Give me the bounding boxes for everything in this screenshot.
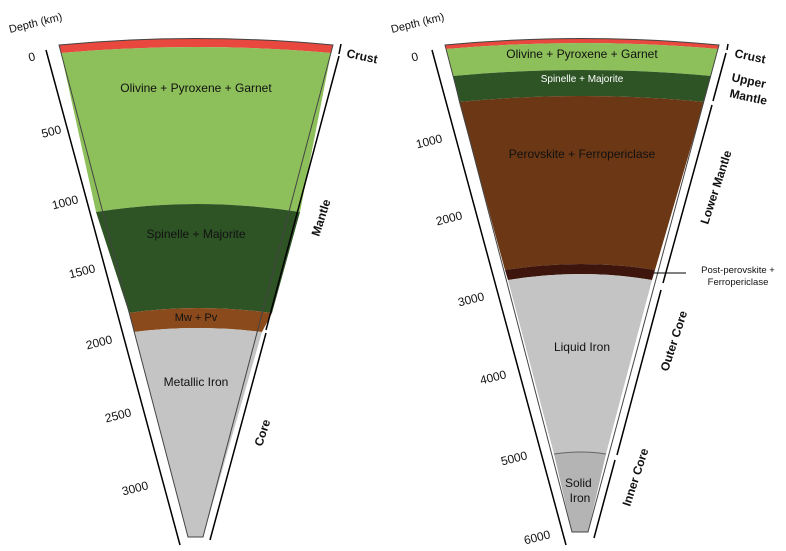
right-depth-axis xyxy=(431,49,567,546)
left-zone-mantle: Mantle xyxy=(309,197,334,238)
right-zone-lower-mantle: Lower Mantle xyxy=(698,148,735,226)
right-zone-bracket-crust xyxy=(726,43,729,51)
right-tick-4000: 4000 xyxy=(478,367,508,387)
left-tick-0: 0 xyxy=(27,49,37,64)
left-zone-crust: Crust xyxy=(345,46,379,66)
right-wedge: Olivine + Pyroxene + Garnet Spinelle + M… xyxy=(390,11,775,547)
left-label-olivine: Olivine + Pyroxene + Garnet xyxy=(120,81,272,95)
right-layer-crust xyxy=(445,38,719,49)
right-label-outer-core: Liquid Iron xyxy=(554,340,610,354)
left-label-core: Metallic Iron xyxy=(164,375,229,389)
right-label-inner-core-word1: Solid xyxy=(565,476,592,490)
left-layer-olivine xyxy=(61,47,331,212)
right-label-inner-core-word2: Iron xyxy=(570,491,591,505)
right-axis-title: Depth (km) xyxy=(390,11,446,36)
right-zone-crust: Crust xyxy=(733,46,767,66)
right-label-perovskite: Perovskite + Ferropericlase xyxy=(509,147,656,161)
right-zone-bracket-lower-mantle xyxy=(662,104,713,284)
right-callout-line2: Ferropericlase xyxy=(708,277,769,288)
left-layer-core xyxy=(134,328,262,537)
right-tick-6000: 6000 xyxy=(522,527,552,547)
right-layer-inner-core xyxy=(554,452,606,532)
left-zone-core: Core xyxy=(252,417,274,448)
right-label-spinelle: Spinelle + Majorite xyxy=(541,74,624,85)
left-zone-bracket-core xyxy=(209,332,267,541)
right-layer-post-perovskite xyxy=(505,264,655,280)
left-tick-1000: 1000 xyxy=(50,192,80,212)
right-wedge-outline xyxy=(444,38,720,533)
left-tick-1500: 1500 xyxy=(67,261,97,281)
left-zone-bracket-crust xyxy=(338,43,342,55)
right-tick-0: 0 xyxy=(410,49,420,64)
left-tick-2500: 2500 xyxy=(103,405,133,425)
left-tick-500: 500 xyxy=(40,122,63,141)
right-layer-spinelle xyxy=(453,70,711,102)
right-zone-inner-core: Inner Core xyxy=(620,446,652,508)
right-zone-bracket-inner-core xyxy=(593,459,616,539)
left-wedge-outline xyxy=(58,38,334,538)
left-axis-title: Depth (km) xyxy=(8,11,64,36)
right-tick-3000: 3000 xyxy=(456,289,486,309)
right-zone-outer-core: Outer Core xyxy=(658,309,691,373)
right-layer-olivine xyxy=(446,43,718,76)
left-layer-spinelle xyxy=(96,204,300,313)
right-boundary-inner-core xyxy=(553,451,607,455)
left-layer-mw-pv xyxy=(129,308,272,332)
left-tick-3000: 3000 xyxy=(120,478,150,498)
left-zone-bracket-mantle xyxy=(265,55,340,331)
right-label-inner-core: Solid Iron xyxy=(565,476,595,505)
right-callout-line1: Post-perovskite + xyxy=(701,265,775,276)
right-zone-bracket-upper-mantle xyxy=(712,52,727,102)
right-layer-perovskite xyxy=(459,96,704,270)
left-label-spinelle: Spinelle + Majorite xyxy=(146,227,245,241)
left-label-mw-pv: Mw + Pv xyxy=(175,312,218,324)
right-tick-5000: 5000 xyxy=(499,448,529,468)
right-zone-bracket-outer-core xyxy=(616,289,662,456)
right-layer-outer-core xyxy=(508,274,652,454)
left-wedge: Olivine + Pyroxene + Garnet Spinelle + M… xyxy=(8,11,379,546)
right-label-olivine: Olivine + Pyroxene + Garnet xyxy=(506,47,658,61)
left-depth-axis xyxy=(45,49,181,546)
right-tick-1000: 1000 xyxy=(414,131,444,151)
left-layer-crust xyxy=(59,38,333,53)
right-tick-2000: 2000 xyxy=(434,208,464,228)
left-tick-2000: 2000 xyxy=(84,332,114,352)
